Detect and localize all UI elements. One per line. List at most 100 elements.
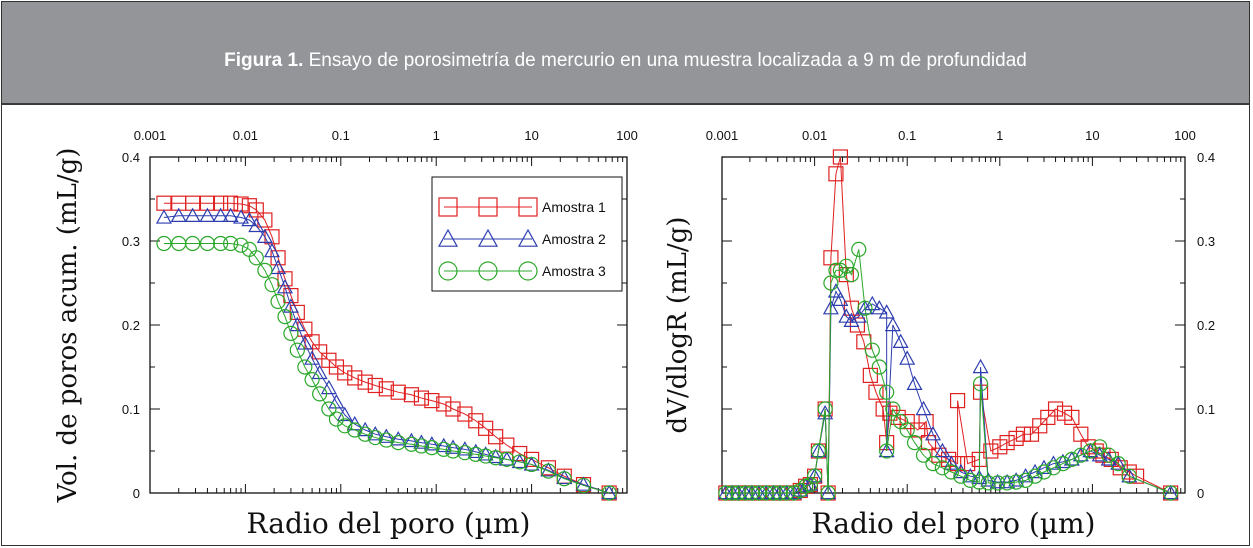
data-point (241, 211, 258, 227)
data-point (296, 335, 313, 350)
data-point (1008, 474, 1024, 490)
caption-label: Figura 1. (224, 50, 304, 71)
data-point (862, 367, 878, 383)
x-tick-label: 0.1 (898, 128, 916, 143)
data-point (828, 262, 844, 278)
data-point (337, 418, 353, 434)
data-point (184, 207, 201, 222)
legend: Amostra 1 Amostra 2 Amostra 3 (431, 176, 623, 292)
data-point (962, 467, 979, 483)
x-tick-label: 100 (1174, 128, 1196, 143)
data-point (828, 166, 844, 182)
data-point (478, 420, 494, 436)
data-point (357, 374, 373, 390)
y-tick-label: 0 (1197, 486, 1204, 501)
data-point (1023, 426, 1040, 442)
data-point (1073, 447, 1089, 463)
data-point (999, 435, 1015, 451)
data-point (953, 468, 969, 484)
data-point (540, 463, 556, 479)
series-line (725, 249, 1171, 494)
data-point (832, 149, 849, 165)
data-point (328, 394, 345, 409)
data-point (457, 445, 473, 461)
data-point (199, 235, 216, 252)
x-tick-label: 10 (1085, 128, 1099, 143)
data-point (1110, 455, 1127, 470)
data-point (849, 317, 866, 333)
data-point (357, 426, 373, 442)
data-point (1064, 451, 1080, 467)
data-point (424, 440, 440, 456)
data-point (523, 451, 540, 467)
series-line (163, 243, 610, 494)
data-point (949, 393, 966, 409)
series-line (725, 156, 1171, 494)
data-point (518, 261, 538, 281)
data-point (257, 262, 273, 278)
data-point (321, 401, 337, 417)
data-point (934, 442, 951, 458)
data-point (403, 387, 420, 403)
data-point (390, 431, 407, 446)
data-point (871, 359, 887, 375)
series-3 (156, 235, 617, 501)
data-point (468, 446, 484, 462)
data-point (312, 386, 328, 402)
data-point (989, 473, 1006, 489)
data-point (445, 443, 461, 459)
data-point (185, 235, 201, 252)
data-point (899, 350, 916, 365)
data-point (264, 277, 280, 293)
data-point (233, 237, 249, 253)
data-point (879, 443, 895, 459)
data-point (915, 447, 932, 463)
data-point (488, 450, 504, 466)
data-point (478, 448, 494, 464)
data-point (436, 396, 452, 412)
data-point (1015, 426, 1032, 442)
data-point (213, 235, 229, 252)
data-point (1036, 464, 1052, 480)
data-point (413, 390, 430, 406)
data-point (436, 441, 452, 457)
y-tick-label: 0 (133, 486, 140, 501)
data-point (256, 228, 273, 243)
data-point (1121, 468, 1137, 484)
data-point (899, 422, 915, 438)
data-point (185, 195, 201, 211)
legend-item: Amostra 2 (437, 228, 606, 247)
data-point (222, 207, 239, 222)
data-point (297, 359, 313, 375)
data-point (155, 209, 172, 224)
data-point (456, 441, 473, 456)
data-point (971, 474, 987, 490)
data-point (1018, 472, 1034, 488)
data-point (906, 375, 923, 390)
legend-label: Amostra 1 (542, 199, 606, 215)
data-point (885, 401, 901, 417)
data-point (1055, 456, 1071, 472)
data-point (488, 429, 504, 445)
data-point (248, 217, 265, 233)
data-point (556, 471, 572, 487)
data-point (962, 472, 978, 488)
data-point (971, 469, 988, 485)
data-point (311, 364, 328, 380)
data-point (199, 207, 216, 222)
data-point (856, 299, 874, 315)
data-point (868, 384, 884, 400)
x-axis-title: Radio del poro (µm) (812, 507, 1096, 540)
data-point (915, 400, 932, 416)
data-point (248, 250, 264, 266)
data-point (1162, 484, 1179, 500)
data-point (810, 443, 827, 459)
data-point (806, 468, 823, 484)
x-tick-label: 0.01 (233, 128, 258, 143)
data-point (941, 451, 957, 467)
data-point (390, 384, 406, 400)
data-point (1163, 485, 1179, 501)
data-point (512, 454, 528, 470)
banner-divider (2, 103, 1249, 105)
data-point (444, 439, 462, 454)
